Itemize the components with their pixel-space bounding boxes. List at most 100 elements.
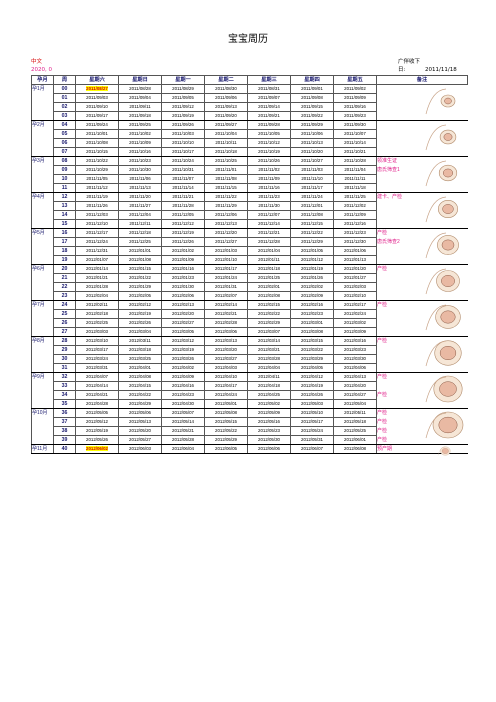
note-cell bbox=[376, 111, 468, 121]
date-cell: 2012/05/26 bbox=[75, 435, 119, 445]
week-number: 00 bbox=[53, 84, 76, 94]
date-cell: 2012/02/08 bbox=[247, 291, 291, 301]
date-cell: 2011/10/01 bbox=[75, 129, 119, 139]
month-label: 孕10月 bbox=[31, 408, 54, 445]
month-label: 孕1月 bbox=[31, 84, 54, 121]
week-number: 39 bbox=[53, 435, 76, 445]
date-cell: 2011/11/25 bbox=[333, 192, 377, 202]
date-cell: 2012/04/26 bbox=[290, 390, 334, 400]
date-cell: 2012/02/11 bbox=[75, 300, 119, 310]
date-cell: 2012/03/02 bbox=[333, 318, 377, 328]
date-cell: 2011/11/13 bbox=[118, 183, 162, 193]
date-cell: 2012/05/19 bbox=[75, 426, 119, 436]
table-row: 34 2012/04/21 2012/04/22 2012/04/23 2012/04/… bbox=[32, 390, 468, 400]
date-cell: 2011/11/06 bbox=[118, 174, 162, 184]
date-cell: 2011/12/07 bbox=[247, 210, 291, 220]
date-cell: 2012/05/20 bbox=[118, 426, 162, 436]
date-cell: 2012/05/15 bbox=[204, 417, 248, 427]
week-number: 23 bbox=[53, 291, 76, 301]
date-cell: 2012/05/18 bbox=[333, 417, 377, 427]
date-cell: 2011/09/08 bbox=[290, 93, 334, 103]
date-cell: 2012/01/11 bbox=[247, 255, 291, 265]
note-cell bbox=[376, 246, 468, 256]
date-cell: 2012/01/15 bbox=[118, 264, 162, 274]
date-cell: 2011/11/17 bbox=[290, 183, 334, 193]
date-cell: 2011/10/19 bbox=[247, 147, 291, 157]
date-cell: 2012/03/20 bbox=[204, 345, 248, 355]
date-cell: 2012/04/29 bbox=[118, 399, 162, 409]
table-row: 05 2011/10/01 2011/10/02 2011/10/03 2011/10/… bbox=[32, 129, 468, 139]
table-row: 孕6月 20 2012/01/14 2012/01/15 2012/01/16 2012/… bbox=[31, 264, 468, 301]
date-cell: 2011/08/31 bbox=[247, 84, 291, 94]
date-cell: 2012/04/06 bbox=[333, 363, 377, 373]
date-cell: 2012/03/12 bbox=[161, 336, 205, 346]
date-cell: 2011/09/18 bbox=[118, 111, 162, 121]
date-cell: 2012/04/04 bbox=[247, 363, 291, 373]
note-cell bbox=[376, 138, 468, 148]
table-row: 14 2011/12/03 2011/12/04 2011/12/05 2011/12/… bbox=[32, 210, 468, 220]
date-cell: 2012/01/20 bbox=[333, 264, 377, 274]
note-cell: 产检 bbox=[376, 300, 468, 310]
note-cell: 唐氏筛查2 bbox=[376, 237, 468, 247]
date-cell: 2011/10/11 bbox=[204, 138, 248, 148]
header-saturday: 星期六 bbox=[75, 75, 119, 85]
date-cell: 2012/01/25 bbox=[247, 273, 291, 283]
date-cell: 2012/04/03 bbox=[204, 363, 248, 373]
week-number: 26 bbox=[53, 318, 76, 328]
week-number: 16 bbox=[53, 228, 76, 238]
week-number: 40 bbox=[53, 444, 76, 454]
header-notes: 备注 bbox=[376, 75, 468, 85]
date-cell: 2011/10/20 bbox=[290, 147, 334, 157]
table-row: 29 2012/03/17 2012/03/18 2012/03/19 2012/03/… bbox=[32, 345, 468, 355]
page-title: 宝宝周历 bbox=[228, 34, 268, 45]
date-cell: 2011/10/10 bbox=[161, 138, 205, 148]
date-cell: 2011/10/31 bbox=[161, 165, 205, 175]
header-wednesday: 星期三 bbox=[247, 75, 291, 85]
date-cell: 2012/05/13 bbox=[118, 417, 162, 427]
month-label: 孕7月 bbox=[31, 300, 54, 337]
note-cell: 产检 bbox=[376, 228, 468, 238]
date-cell: 2012/05/25 bbox=[333, 426, 377, 436]
week-number: 18 bbox=[53, 246, 76, 256]
date-cell: 2012/04/25 bbox=[247, 390, 291, 400]
month-label: 孕11月 bbox=[31, 444, 54, 454]
date-cell: 2011/11/15 bbox=[204, 183, 248, 193]
date-cell: 2012/05/27 bbox=[118, 435, 162, 445]
date-cell: 2012/05/28 bbox=[161, 435, 205, 445]
week-number: 37 bbox=[53, 417, 76, 427]
date-cell: 2012/03/07 bbox=[247, 327, 291, 337]
date-cell: 2012/01/24 bbox=[204, 273, 248, 283]
date-cell: 2011/10/07 bbox=[333, 129, 377, 139]
date-cell: 2011/12/02 bbox=[333, 201, 377, 211]
date-cell: 2012/01/23 bbox=[161, 273, 205, 283]
date-cell: 2011/09/23 bbox=[333, 111, 377, 121]
date-cell: 2011/10/02 bbox=[118, 129, 162, 139]
date-cell: 2012/01/30 bbox=[161, 282, 205, 292]
date-cell: 2012/02/10 bbox=[333, 291, 377, 301]
date-cell: 2011/10/12 bbox=[247, 138, 291, 148]
meta-right-line2: 日: bbox=[398, 67, 406, 73]
week-number: 10 bbox=[53, 174, 76, 184]
week-number: 32 bbox=[53, 372, 76, 382]
date-cell: 2012/02/27 bbox=[161, 318, 205, 328]
date-cell: 2011/11/14 bbox=[161, 183, 205, 193]
date-cell: 2011/09/12 bbox=[161, 102, 205, 112]
date-cell: 2012/06/06 bbox=[247, 444, 291, 454]
date-cell: 2011/09/07 bbox=[247, 93, 291, 103]
table-body: 孕1月 00 2011/08/27 2011/08/28 2011/08/29 2011/… bbox=[31, 84, 468, 454]
date-cell: 2012/02/02 bbox=[290, 282, 334, 292]
date-cell: 2011/12/18 bbox=[118, 228, 162, 238]
table-row: 10 2011/11/05 2011/11/06 2011/11/07 2011/11/… bbox=[32, 174, 468, 184]
note-cell: 产检 bbox=[376, 336, 468, 346]
highlighted-date: 2012/06/02 bbox=[86, 446, 108, 451]
date-cell: 2012/04/24 bbox=[204, 390, 248, 400]
date-cell: 2011/09/19 bbox=[161, 111, 205, 121]
date-cell: 2011/11/21 bbox=[161, 192, 205, 202]
week-number: 12 bbox=[53, 192, 76, 202]
table-header: 孕月 周 星期六 星期日 星期一 星期二 星期三 星期四 星期五 备注 bbox=[31, 75, 468, 85]
date-cell: 2012/05/21 bbox=[161, 426, 205, 436]
note-cell bbox=[376, 210, 468, 220]
week-number: 13 bbox=[53, 201, 76, 211]
fetus-illustration-icon bbox=[425, 375, 463, 402]
fetus-illustration-icon bbox=[425, 339, 462, 366]
